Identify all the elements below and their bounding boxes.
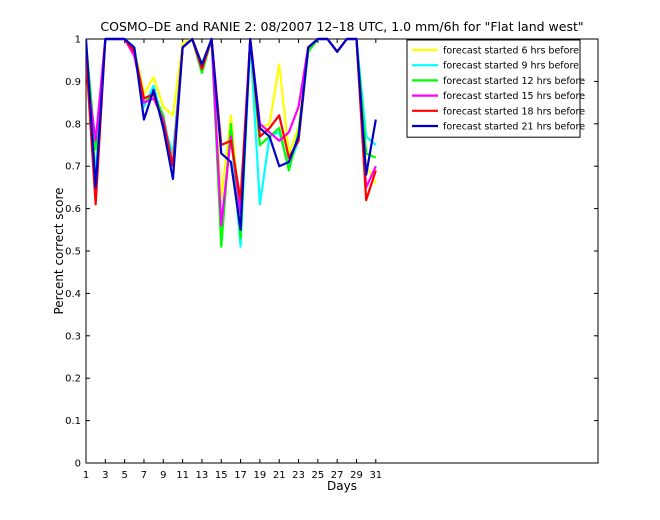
y-tick-label: 0.8 [65, 119, 81, 130]
axes [85, 38, 599, 464]
x-tick-label: 25 [311, 470, 324, 481]
legend-label: forecast started 12 hrs before [443, 76, 585, 87]
y-tick-label: 1 [75, 35, 81, 46]
y-tick-label: 0.9 [65, 77, 81, 88]
legend-label: forecast started 15 hrs before [443, 91, 585, 102]
x-tick-label: 11 [176, 470, 189, 481]
x-tick-label: 31 [369, 470, 382, 481]
legend-box [406, 39, 581, 138]
x-tick-label: 13 [196, 470, 209, 481]
x-axis-label: Days [327, 479, 357, 493]
tick-labels: 1 3 5 7 9 11 13 15 17 19 21 23 25 27 29 3100.10.20.30.4… [65, 35, 382, 482]
y-tick-label: 0.2 [65, 374, 81, 385]
x-tick-label: 9 [160, 470, 166, 481]
y-tick-label: 0 [75, 459, 81, 470]
y-tick-label: 0.5 [65, 247, 81, 258]
x-tick-label: 19 [254, 470, 267, 481]
legend-label: forecast started 21 hrs before [443, 122, 585, 133]
x-tick-label: 5 [121, 470, 127, 481]
x-tick-label: 3 [102, 470, 108, 481]
legend-label: forecast started 9 hrs before [443, 61, 579, 72]
x-tick-label: 21 [273, 470, 286, 481]
legend-label: forecast started 18 hrs before [443, 106, 585, 117]
x-tick-label: 27 [331, 470, 344, 481]
x-tick-label: 7 [141, 470, 147, 481]
legend: forecast started 6 hrs before forecast st… [406, 39, 585, 138]
chart-title: COSMO–DE and RANIE 2: 08/2007 12–18 UTC,… [100, 19, 583, 34]
y-tick-label: 0.4 [65, 289, 81, 300]
x-tick-label: 23 [292, 470, 305, 481]
x-tick-label: 29 [350, 470, 363, 481]
y-axis-label: Percent correct score [52, 187, 66, 314]
x-tick-label: 1 [83, 470, 89, 481]
series-line-6 [86, 37, 377, 231]
x-tick-label: 17 [234, 470, 247, 481]
y-tick-label: 0.7 [65, 162, 81, 173]
x-tick-label: 15 [215, 470, 228, 481]
y-tick-label: 0.6 [65, 204, 81, 215]
y-tick-label: 0.1 [65, 416, 81, 427]
y-tick-label: 0.3 [65, 331, 81, 342]
series-group [86, 37, 377, 248]
legend-label: forecast started 6 hrs before [443, 46, 579, 57]
